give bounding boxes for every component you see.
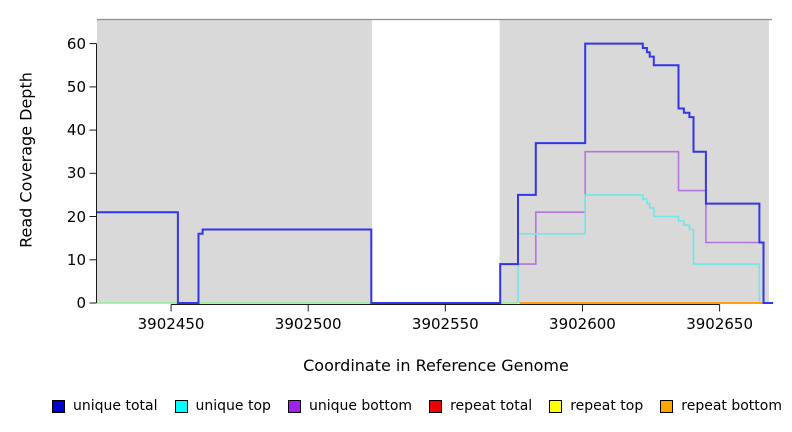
legend-item-repeat-top: repeat top <box>549 398 643 414</box>
y-tick-label: 20 <box>66 207 86 226</box>
y-tick-label: 30 <box>66 164 86 183</box>
legend-label-unique-total: unique total <box>73 398 158 414</box>
y-tick-label: 60 <box>66 34 86 53</box>
y-axis-title: Read Coverage Depth <box>16 72 36 248</box>
y-tick-label: 50 <box>66 77 86 96</box>
x-tick-label: 3902500 <box>274 315 342 333</box>
legend-label-repeat-total: repeat total <box>450 398 533 414</box>
legend-label-repeat-bottom: repeat bottom <box>681 398 782 414</box>
unique-top-swatch-icon <box>174 399 188 413</box>
y-tick-label: 0 <box>76 294 86 312</box>
legend-item-repeat-bottom: repeat bottom <box>660 398 782 414</box>
repeat-top-swatch-icon <box>549 399 563 413</box>
x-axis-title: Coordinate in Reference Genome <box>303 356 569 375</box>
legend-item-repeat-total: repeat total <box>429 398 532 414</box>
x-tick-label: 3902650 <box>686 315 753 333</box>
legend-label-unique-bottom: unique bottom <box>308 398 413 414</box>
legend-item-unique-total: unique total <box>52 398 157 414</box>
x-tick-label: 3902600 <box>549 315 616 333</box>
x-tick-label: 3902550 <box>411 315 479 333</box>
shaded-region <box>499 20 769 303</box>
x-tick-label: 3902450 <box>137 315 205 333</box>
y-tick-label: 10 <box>66 250 86 269</box>
legend-item-unique-top: unique top <box>174 398 271 414</box>
unique-top-line <box>517 194 769 304</box>
legend-label-unique-top: unique top <box>195 398 271 414</box>
legend-label-repeat-top: repeat top <box>570 398 644 414</box>
unique-total-swatch-icon <box>52 399 65 413</box>
unique-bottom-swatch-icon <box>287 399 301 413</box>
shaded-region <box>97 20 373 303</box>
repeat-bottom-swatch-icon <box>660 399 674 413</box>
legend: unique total unique top unique bottom repea… <box>0 396 792 416</box>
y-tick-label: 40 <box>66 121 86 140</box>
legend-item-unique-bottom: unique bottom <box>287 398 413 414</box>
repeat-total-swatch-icon <box>429 399 443 413</box>
unique-total-line <box>97 42 774 304</box>
